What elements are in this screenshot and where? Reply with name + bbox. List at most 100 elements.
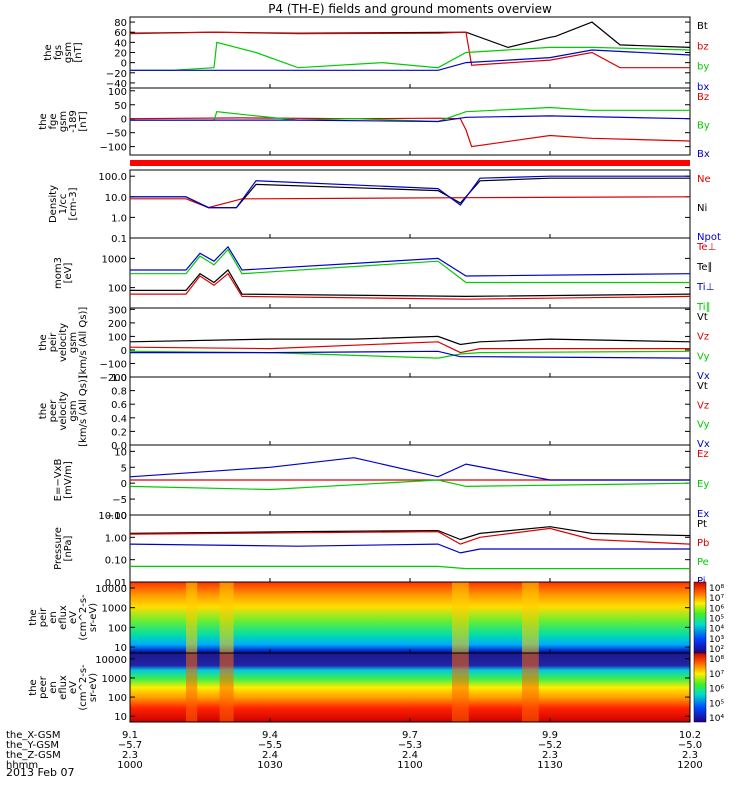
y-axis-label-line: velocity	[58, 391, 69, 430]
y-axis-label-line: eflux	[58, 675, 69, 700]
y-axis-label-line: [km/s (All Qs)]	[78, 307, 89, 379]
legend-entry: bx	[697, 82, 709, 93]
spectrogram-peer_eflux	[130, 653, 690, 722]
series-line-moments-0	[130, 272, 691, 300]
x-tick-value: −5.7	[118, 740, 142, 751]
legend-entry: Vt	[697, 312, 708, 323]
y-tick-label: 100	[108, 623, 127, 634]
y-tick-label: 60	[114, 28, 127, 39]
y-axis-label-line: peer	[38, 675, 49, 699]
y-tick-label: −200	[100, 373, 127, 384]
panel-peer_eflux: 10⁸ 10⁷ 10⁶ 10⁵ 10⁴ 10000 1000 100 10 the peer en ef…	[28, 652, 724, 724]
y-axis-label-line: [nPa]	[63, 535, 74, 561]
colorbar-tick-label: 10²	[709, 645, 724, 655]
colorbar-tick-label: 10⁷	[709, 594, 724, 604]
y-axis-label-line: eV	[68, 611, 79, 624]
legend-entry: Vy	[697, 351, 710, 362]
y-tick-label: 1000	[102, 254, 127, 265]
legend-entry: Pe	[697, 557, 709, 568]
series-line-fgs-2	[130, 41, 691, 71]
series-line-pressure-0	[129, 526, 691, 541]
spectrogram-burst	[186, 653, 198, 722]
y-tick-label: 200	[108, 319, 127, 330]
y-tick-label: −100	[100, 359, 127, 370]
x-tick-value: 1030	[257, 760, 282, 771]
y-tick-label: 0.10	[105, 556, 127, 567]
series-line-moments-2	[130, 245, 691, 277]
y-tick-label: 0	[121, 115, 127, 126]
y-tick-label: 50	[114, 101, 127, 112]
legend-entry: Npot	[697, 232, 721, 243]
y-axis-label-line: peir	[38, 607, 49, 627]
y-axis-label-line: (cm^2-s-	[78, 594, 89, 641]
series-line-density-1	[130, 177, 690, 209]
y-axis-label-line: sr-eV)	[88, 673, 99, 702]
y-tick-label: 0.4	[111, 414, 127, 425]
x-tick-value: 1000	[117, 760, 142, 771]
y-axis-label-line: [nT]	[73, 42, 84, 62]
series-line-fge-0	[129, 117, 691, 148]
series-line-efield-2	[129, 457, 690, 481]
y-tick-label: 100	[108, 87, 127, 98]
panel-frame	[129, 169, 691, 239]
colorbar-peer_eflux	[693, 652, 707, 723]
series-line-fgs-3	[130, 49, 691, 71]
legend-entry: Bt	[697, 21, 708, 32]
legend-entry: Pi	[697, 576, 706, 587]
y-tick-label: 0.1	[111, 234, 127, 245]
spectrogram-burst	[522, 653, 539, 722]
y-tick-label: −40	[106, 79, 127, 90]
x-tick-value: 2.3	[542, 750, 558, 761]
legend-entry: Vx	[697, 371, 710, 382]
spectrogram-peir_eflux	[130, 582, 690, 653]
legend-entry: by	[697, 62, 709, 73]
legend-entry: bz	[697, 41, 709, 52]
spectrogram-burst	[452, 582, 469, 653]
legend-entry: Pt	[697, 519, 707, 530]
x-row-label: the_Z-GSM	[6, 750, 61, 761]
x-tick-value: 1130	[537, 760, 562, 771]
legend-entry: Ni	[697, 203, 707, 214]
colorbar-tick-label: 10⁵	[709, 699, 724, 709]
x-tick-value: −5.5	[258, 740, 282, 751]
legend-entry: Vt	[697, 381, 708, 392]
y-axis-label-line: [cm-3]	[68, 187, 79, 220]
y-tick-label: 100	[108, 332, 127, 343]
colorbar-tick-label: 10⁷	[709, 670, 724, 680]
y-tick-label: 100.0	[98, 172, 127, 183]
y-tick-label: 10000	[95, 584, 127, 595]
legend-entry: Vx	[697, 439, 710, 450]
x-row-label: hhmm	[6, 760, 38, 771]
colorbar-tick-label: 10⁸	[709, 655, 724, 665]
y-axis-label-line: (cm^2-s-	[78, 664, 89, 711]
spectrogram-burst	[219, 653, 234, 722]
colorbar-tick-label: 10⁶	[709, 604, 724, 614]
y-axis-label-line: en	[48, 611, 59, 624]
panel-pressure: 10.00 1.00 0.10 0.01 Pressure [nPa] Pt Pb Pe Pi	[53, 511, 709, 589]
series-line-moments-1	[130, 269, 691, 298]
legend-entry: Vy	[697, 420, 710, 431]
y-tick-label: 10.0	[105, 193, 127, 204]
series-line-fgs-0	[129, 21, 691, 49]
colorbar-tick-label: 10⁵	[709, 615, 724, 625]
x-row-label: the_X-GSM	[6, 730, 60, 741]
y-tick-label: 300	[108, 305, 127, 316]
series-line-moments-3	[130, 248, 690, 284]
y-axis-label-line: sr-eV)	[88, 603, 99, 632]
spectrogram-burst	[452, 653, 469, 722]
y-tick-label: 40	[114, 38, 127, 49]
series-line-fgs-1	[129, 31, 690, 69]
y-axis-label-line: [mV/m]	[63, 461, 74, 499]
y-axis-label-line: [nT]	[78, 111, 89, 131]
y-tick-label: −50	[106, 129, 127, 140]
panel-moments: 1000 100 mom3 [eV] Te⊥ Te∥ Ti⊥ Ti∥	[53, 237, 716, 313]
y-axis-label-line: [km/s (All Qs)]	[78, 375, 89, 447]
y-axis-label-line: Pressure	[53, 527, 64, 570]
y-axis-label-line: en	[48, 681, 59, 694]
y-tick-label: −100	[100, 143, 127, 154]
colorbar-tick-label: 10⁴	[709, 625, 724, 635]
x-tick-value: 2.3	[682, 750, 698, 761]
series-line-peir-0	[129, 335, 691, 346]
legend-entry: Ti∥	[696, 302, 711, 313]
